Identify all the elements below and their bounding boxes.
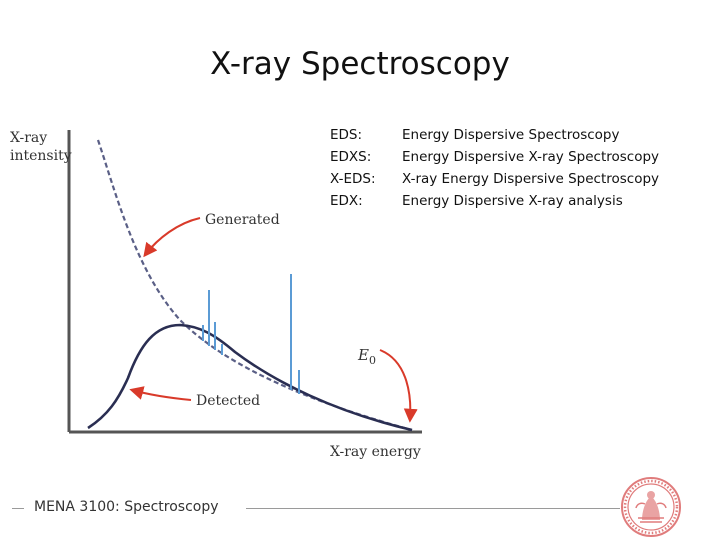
abbreviation-row: EDXS: Energy Dispersive X-ray Spectrosco… <box>330 146 659 168</box>
e0-arrow <box>379 349 418 423</box>
abbreviation-definition: Energy Dispersive X-ray Spectroscopy <box>402 149 660 165</box>
abbreviation-row: EDX: Energy Dispersive X-ray analysis <box>330 190 659 212</box>
generated-label: Generated <box>205 212 280 228</box>
e0-label: E0 <box>357 346 376 367</box>
abbreviation-list: EDS: Energy Dispersive Spectroscopy EDXS… <box>330 124 659 212</box>
spectrum-diagram: X-ray intensity X-ray energy Generated D… <box>10 130 422 460</box>
detected-curve <box>87 323 413 432</box>
generated-arrow <box>143 217 201 258</box>
y-axis-label-line2: intensity <box>10 148 72 164</box>
footer-divider-right <box>246 508 620 509</box>
y-axis-label-line1: X-ray <box>10 130 47 146</box>
abbreviation-definition: X-ray Energy Dispersive Spectroscopy <box>402 171 660 187</box>
abbreviation-definition: Energy Dispersive Spectroscopy <box>402 127 620 143</box>
abbreviation-definition: Energy Dispersive X-ray analysis <box>402 193 623 209</box>
x-axis-label: X-ray energy <box>330 444 421 460</box>
abbreviation-term: EDXS: <box>330 149 372 165</box>
footer-text: MENA 3100: Spectroscopy <box>34 499 219 515</box>
university-seal-icon <box>621 477 681 537</box>
generated-curve <box>96 139 413 432</box>
abbreviation-row: X-EDS: X-ray Energy Dispersive Spectrosc… <box>330 168 659 190</box>
detected-label: Detected <box>196 393 260 409</box>
abbreviation-term: X-EDS: <box>330 171 376 187</box>
footer-divider-left <box>12 508 24 509</box>
abbreviation-row: EDS: Energy Dispersive Spectroscopy <box>330 124 659 146</box>
detected-arrow <box>129 386 192 401</box>
abbreviation-term: EDX: <box>330 193 363 209</box>
slide-title: X-ray Spectroscopy <box>210 46 510 82</box>
abbreviation-term: EDS: <box>330 127 363 143</box>
